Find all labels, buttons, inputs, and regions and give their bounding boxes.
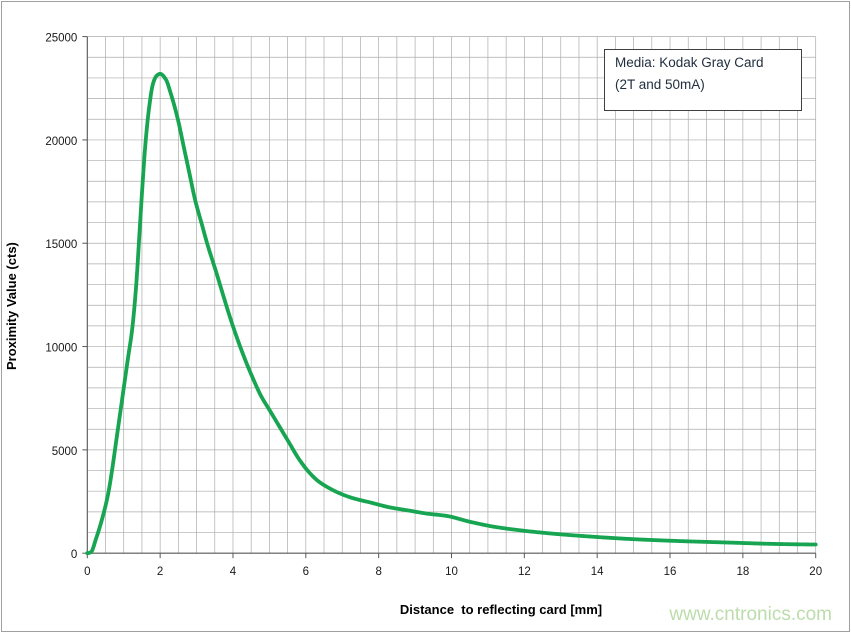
svg-text:20: 20 (809, 566, 822, 578)
svg-text:16: 16 (664, 566, 677, 578)
svg-text:12: 12 (518, 566, 531, 578)
svg-text:10000: 10000 (45, 343, 77, 355)
svg-text:14: 14 (591, 566, 604, 578)
svg-text:5000: 5000 (52, 446, 78, 458)
svg-text:8: 8 (375, 566, 381, 578)
svg-text:25000: 25000 (45, 33, 77, 45)
svg-text:0: 0 (84, 566, 90, 578)
svg-text:2: 2 (157, 566, 163, 578)
svg-text:4: 4 (230, 566, 237, 578)
svg-text:15000: 15000 (45, 239, 77, 251)
svg-text:6: 6 (303, 566, 309, 578)
svg-text:0: 0 (71, 549, 77, 561)
svg-text:20000: 20000 (45, 136, 77, 148)
svg-text:18: 18 (736, 566, 749, 578)
svg-text:10: 10 (445, 566, 458, 578)
